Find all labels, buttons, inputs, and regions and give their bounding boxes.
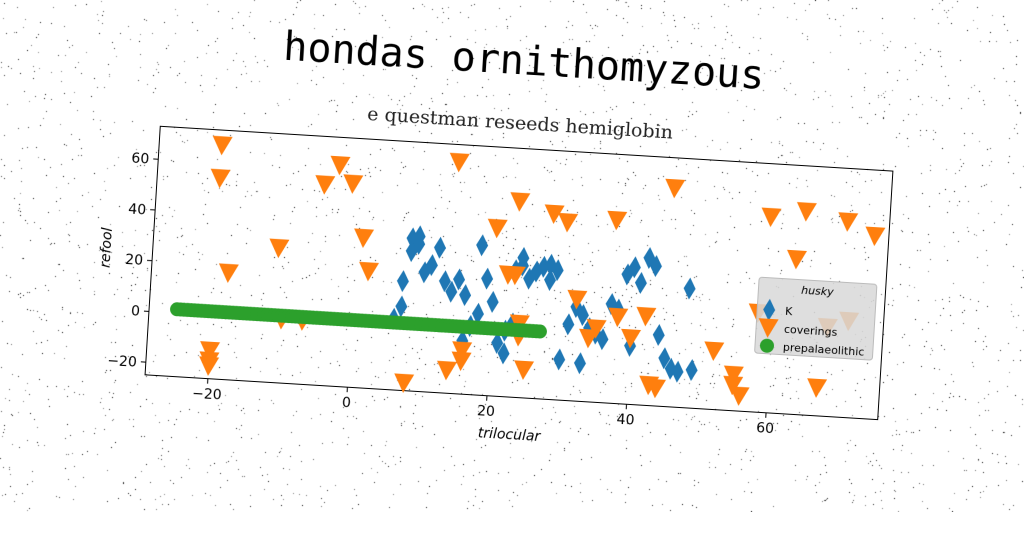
point-coverings (607, 308, 628, 328)
point-coverings (513, 360, 534, 380)
x-tick-label: 20 (477, 403, 496, 420)
point-coverings (487, 219, 508, 239)
y-tick-label: 60 (131, 151, 150, 168)
point-coverings (198, 356, 219, 376)
point-coverings (449, 153, 470, 173)
point-coverings (314, 175, 335, 195)
point-coverings (268, 238, 289, 258)
point-coverings (728, 386, 749, 406)
point-k (683, 277, 696, 300)
y-tick-label: 0 (131, 303, 141, 320)
point-k (433, 236, 446, 259)
y-tick-label: 20 (125, 252, 144, 269)
x-tick-label: −20 (192, 386, 222, 404)
point-k (562, 313, 575, 336)
point-coverings (703, 341, 724, 361)
point-coverings (786, 250, 807, 270)
point-coverings (450, 351, 471, 371)
point-k (652, 324, 665, 347)
point-coverings (620, 329, 641, 349)
y-tick-label: 40 (128, 201, 147, 218)
point-coverings (806, 378, 827, 398)
point-coverings (509, 192, 530, 212)
point-k (475, 234, 488, 257)
x-axis-label: trilocular (477, 425, 541, 445)
point-coverings (212, 136, 233, 156)
point-coverings (436, 361, 457, 381)
point-k (573, 352, 586, 375)
point-coverings (664, 179, 685, 199)
point-k (486, 291, 499, 314)
point-coverings (342, 174, 363, 194)
point-coverings (635, 307, 656, 327)
point-k (480, 267, 493, 290)
point-coverings (329, 156, 350, 176)
point-coverings (864, 227, 885, 247)
point-coverings (606, 211, 627, 231)
point-coverings (760, 208, 781, 228)
point-coverings (353, 228, 374, 248)
plot-area (166, 134, 889, 422)
point-coverings (218, 263, 239, 283)
point-coverings (837, 212, 858, 232)
point-coverings (210, 169, 231, 189)
x-tick-label: 60 (756, 420, 775, 437)
y-tick-label: −20 (107, 353, 137, 371)
x-tick-label: 0 (341, 395, 351, 412)
point-coverings (557, 213, 578, 233)
point-coverings (358, 262, 379, 282)
point-k (685, 359, 698, 382)
legend-title: husky (801, 284, 835, 299)
point-coverings (796, 202, 817, 222)
x-tick-label: 40 (616, 412, 635, 429)
point-k (553, 348, 566, 371)
point-k (396, 270, 409, 293)
y-axis-label: refool (98, 227, 116, 268)
